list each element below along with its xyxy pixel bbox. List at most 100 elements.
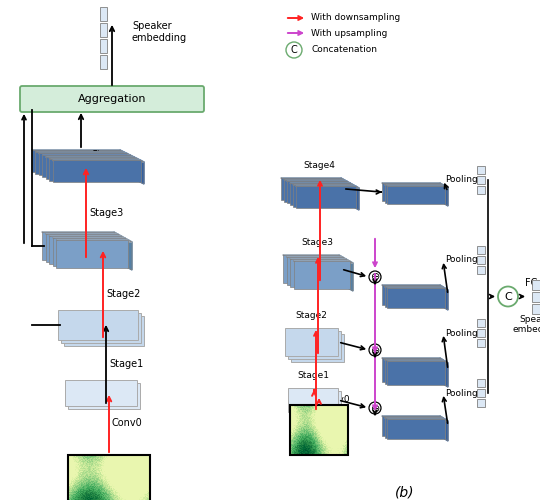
Polygon shape	[121, 236, 125, 266]
Bar	[100, 55, 107, 69]
Polygon shape	[384, 184, 445, 186]
Polygon shape	[134, 157, 137, 180]
Polygon shape	[130, 155, 134, 179]
Bar	[45, 234, 118, 262]
Text: FC: FC	[525, 278, 537, 287]
Bar	[68, 455, 150, 500]
Bar	[477, 166, 485, 174]
Bar	[49, 158, 137, 180]
Bar	[64, 316, 144, 346]
Polygon shape	[339, 255, 342, 285]
Bar	[46, 157, 134, 179]
Text: Pooling: Pooling	[445, 176, 478, 184]
Circle shape	[369, 402, 381, 414]
Polygon shape	[137, 158, 140, 182]
Text: Conv0: Conv0	[112, 418, 143, 428]
Bar	[477, 389, 485, 397]
Polygon shape	[349, 261, 353, 291]
Polygon shape	[443, 418, 445, 440]
Polygon shape	[387, 362, 448, 363]
Bar	[532, 280, 540, 289]
Polygon shape	[446, 186, 448, 206]
Bar	[477, 319, 485, 327]
Polygon shape	[290, 259, 349, 261]
Polygon shape	[287, 182, 350, 183]
Bar	[42, 232, 114, 260]
Polygon shape	[281, 178, 344, 180]
Polygon shape	[443, 286, 445, 308]
Bar	[384, 360, 443, 384]
Polygon shape	[384, 286, 445, 288]
Text: Pooling: Pooling	[445, 256, 478, 264]
Polygon shape	[290, 183, 353, 184]
Polygon shape	[443, 360, 445, 386]
Text: Stage1: Stage1	[109, 359, 143, 369]
Text: Speaker
embedding: Speaker embedding	[512, 314, 540, 334]
Bar	[56, 240, 129, 268]
Text: Concatenation: Concatenation	[311, 46, 377, 54]
Polygon shape	[440, 285, 443, 306]
Text: C: C	[291, 45, 298, 55]
Bar	[477, 379, 485, 387]
Bar	[382, 358, 440, 382]
Bar	[477, 329, 485, 337]
Bar	[288, 331, 341, 359]
Bar	[384, 418, 443, 438]
Bar	[61, 313, 141, 343]
Bar	[532, 304, 540, 314]
Bar	[68, 383, 140, 409]
Bar	[382, 183, 440, 201]
Polygon shape	[32, 150, 124, 152]
Bar	[293, 184, 353, 206]
Bar	[477, 186, 485, 194]
Polygon shape	[283, 255, 342, 257]
Bar	[52, 160, 140, 182]
Bar	[42, 155, 130, 177]
Polygon shape	[353, 184, 356, 208]
Polygon shape	[39, 154, 130, 155]
Polygon shape	[446, 288, 448, 310]
FancyBboxPatch shape	[20, 86, 204, 112]
Bar	[291, 391, 341, 415]
Bar	[285, 328, 338, 356]
Text: Stage3: Stage3	[89, 208, 123, 218]
Polygon shape	[118, 234, 121, 264]
Polygon shape	[124, 152, 127, 176]
Bar	[382, 416, 440, 436]
Polygon shape	[443, 184, 445, 204]
Bar	[58, 310, 138, 340]
Bar	[477, 339, 485, 347]
Bar	[477, 256, 485, 264]
Bar	[287, 257, 342, 285]
Bar	[283, 255, 339, 283]
Polygon shape	[46, 157, 137, 158]
Polygon shape	[120, 150, 124, 174]
Polygon shape	[382, 358, 443, 360]
Polygon shape	[114, 232, 118, 262]
Bar	[532, 292, 540, 302]
Bar	[100, 7, 107, 21]
Polygon shape	[384, 418, 445, 420]
Polygon shape	[140, 160, 144, 184]
Bar	[294, 261, 349, 289]
Bar	[290, 259, 346, 287]
Bar	[39, 154, 127, 176]
Polygon shape	[356, 186, 359, 210]
Text: (b): (b)	[395, 485, 415, 499]
Bar	[32, 150, 120, 172]
Text: C: C	[504, 292, 512, 302]
Polygon shape	[42, 232, 118, 234]
Bar	[387, 420, 446, 440]
Bar	[387, 288, 446, 308]
Polygon shape	[387, 186, 448, 188]
Polygon shape	[341, 178, 344, 202]
Bar	[65, 380, 137, 406]
Bar	[384, 184, 443, 202]
Bar	[477, 399, 485, 407]
Bar	[290, 183, 350, 205]
Polygon shape	[127, 154, 130, 177]
Polygon shape	[52, 160, 144, 162]
Bar	[477, 246, 485, 254]
Bar	[100, 39, 107, 53]
Polygon shape	[36, 152, 127, 154]
